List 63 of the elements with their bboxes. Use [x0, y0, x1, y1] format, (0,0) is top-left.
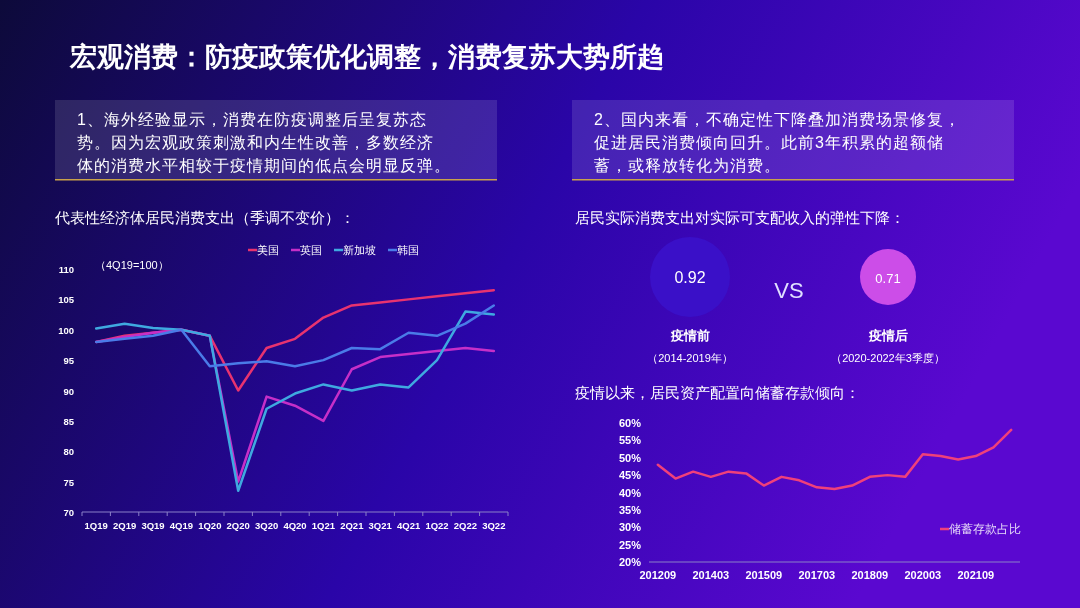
- y-tick-label: 45%: [618, 469, 642, 482]
- text: 宏观消费：防疫政策优化调整，消费复苏大势所趋: [69, 42, 664, 72]
- x-tick-label: 2Q22: [453, 520, 478, 531]
- legend-label: 英国: [300, 244, 322, 256]
- x-tick-label: 201509: [745, 569, 783, 581]
- x-tick-label: 1Q19: [84, 520, 108, 531]
- legend-label: 美国: [257, 244, 279, 256]
- y-tick-label: 105: [58, 294, 75, 306]
- chart-title: 代表性经济体居民消费支出（季调不变价）：: [54, 209, 355, 226]
- y-tick-label: 80: [63, 446, 74, 458]
- x-tick-label: 1Q20: [198, 520, 222, 531]
- legend-item: 韩国: [388, 244, 419, 256]
- x-tick-label: 4Q19: [169, 520, 194, 531]
- y-tick-label: 70: [63, 507, 74, 518]
- y-tick-label: 50%: [618, 451, 642, 464]
- x-tick-label: 3Q19: [141, 520, 165, 531]
- text: 1、海外经验显示，消费在防疫调整后呈复苏态势。因为宏观政策刺激和内生性改善，多数经济体的消费水平相较于疫情期间的低点会明显反弹。: [77, 111, 451, 174]
- legend-label: 新加坡: [343, 244, 376, 256]
- text: 居民实际消费支出对实际可支配收入的弹性下降：: [575, 209, 905, 226]
- y-tick-label: 20%: [618, 556, 642, 568]
- x-tick-label: 2Q21: [340, 520, 365, 531]
- y-tick-label: 35%: [618, 503, 642, 516]
- x-tick-label: 4Q21: [396, 520, 421, 531]
- category-label: 疫情后: [867, 328, 908, 343]
- x-tick-label: 3Q22: [482, 520, 506, 531]
- x-tick-label: 201809: [851, 569, 889, 581]
- y-tick-label: 25%: [618, 538, 642, 551]
- data-label: 0.92: [674, 269, 706, 286]
- y-tick-label: 95: [63, 355, 75, 367]
- x-tick-label: 202003: [904, 569, 942, 581]
- legend-item: 储蓄存款占比: [940, 522, 1021, 536]
- y-tick-label: 110: [58, 264, 74, 275]
- category-label: 疫情前: [669, 328, 710, 343]
- x-tick-label: 1Q21: [311, 520, 336, 531]
- y-tick-label: 60%: [618, 417, 642, 429]
- x-tick-label: 3Q21: [368, 520, 393, 531]
- y-tick-label: 100: [58, 324, 74, 336]
- y-tick-label: 85: [63, 415, 75, 427]
- legend-item: 美国: [248, 244, 279, 256]
- y-tick-label: 90: [63, 385, 74, 397]
- text: VS: [774, 278, 804, 303]
- x-tick-label: 3Q20: [254, 520, 279, 531]
- legend-label: 韩国: [397, 244, 419, 256]
- annotation: （4Q19=100）: [95, 259, 169, 271]
- x-tick-label: 2Q20: [226, 520, 250, 531]
- y-tick-label: 75: [63, 476, 75, 488]
- chart-title: 疫情以来，居民资产配置向储蓄存款倾向：: [575, 384, 860, 401]
- y-tick-label: 55%: [618, 434, 642, 447]
- x-tick-label: 202109: [957, 569, 995, 581]
- x-tick-label: 2Q19: [112, 520, 137, 531]
- y-tick-label: 30%: [618, 521, 642, 534]
- x-tick-label: 4Q20: [283, 520, 307, 531]
- text: （2014-2019年）: [647, 352, 733, 364]
- data-label: 0.71: [875, 271, 901, 286]
- legend-item: 新加坡: [334, 244, 376, 256]
- text: （2020-2022年3季度）: [831, 352, 945, 364]
- x-tick-label: 201403: [692, 569, 730, 581]
- y-tick-label: 40%: [618, 486, 642, 499]
- x-tick-label: 1Q22: [425, 520, 449, 531]
- legend-item: 英国: [291, 244, 322, 256]
- x-tick-label: 201703: [798, 569, 836, 581]
- text: 2、国内来看，不确定性下降叠加消费场景修复，促进居民消费倾向回升。此前3年积累的超额储蓄，或释放转化为消费。: [594, 111, 961, 174]
- x-tick-label: 201209: [639, 569, 677, 581]
